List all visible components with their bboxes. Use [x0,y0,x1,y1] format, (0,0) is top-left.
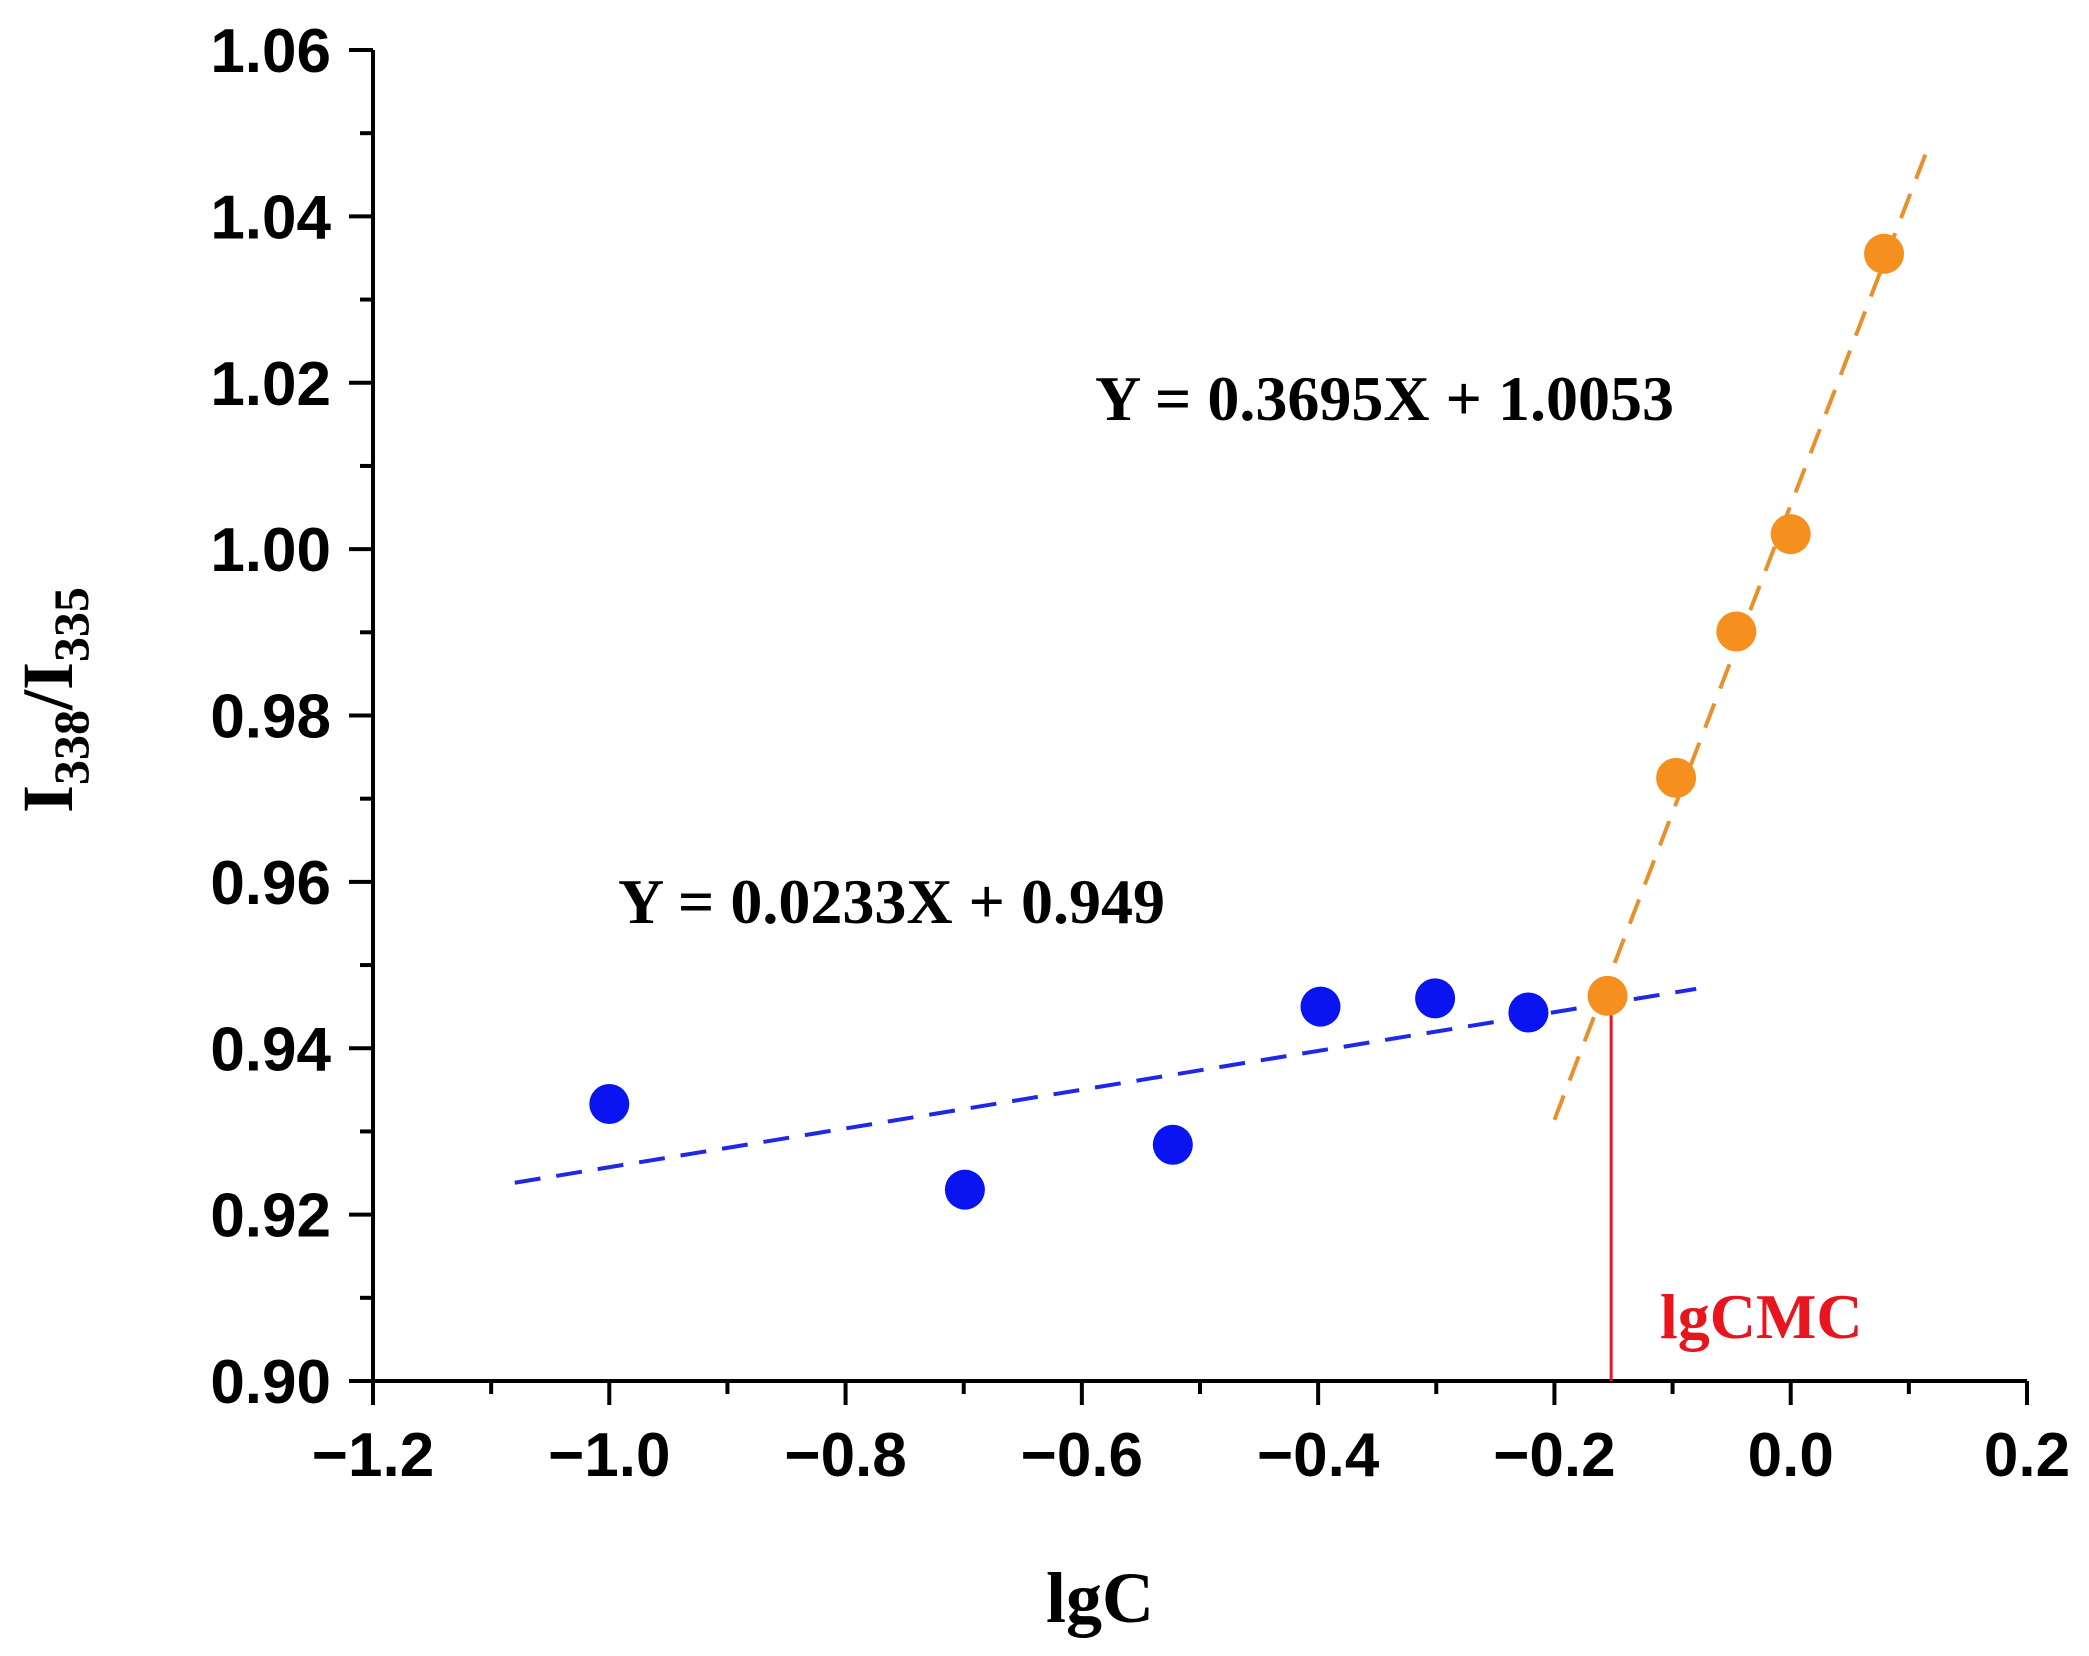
y-tick-label: 1.02 [210,350,331,419]
x-tick-label: −0.6 [1021,1421,1143,1490]
data-point-blue [1508,992,1549,1033]
fit-equation-high: Y = 0.3695X + 1.0053 [1095,363,1674,434]
y-axis-title-base2: I [8,662,88,690]
y-tick-label: 0.94 [210,1015,331,1084]
data-point-blue [1152,1124,1193,1165]
data-point-blue [1415,978,1456,1019]
y-axis-title: I338/I335 [8,587,99,813]
x-tick-label: −1.0 [548,1421,670,1490]
y-axis-title-base1: I [8,785,88,813]
y-tick-label: 0.98 [210,683,331,752]
x-tick-label: −0.8 [784,1421,906,1490]
y-axis-title-sub2: 335 [43,587,99,662]
y-tick-label: 1.06 [210,17,331,86]
data-point-orange [1864,233,1905,274]
y-tick-label: 0.90 [210,1348,331,1417]
y-tick-label: 0.96 [210,849,331,918]
x-ticks: −1.2 −1.0 −0.8 −0.6 −0.4 −0.2 0.0 0.2 [312,1381,2070,1490]
fit-lines [514,153,1928,1185]
data-point-blue [1300,986,1341,1027]
x-axis-title: lgC [1046,1558,1154,1638]
y-ticks: 0.90 0.92 0.94 0.96 0.98 1.00 1.02 1.04 1.06 [210,17,373,1417]
cmc-label: lgCMC [1660,1281,1863,1352]
x-tick-label: −0.2 [1493,1421,1615,1490]
y-axis-title-sep: / [8,689,88,711]
fit-equation-low: Y = 0.0233X + 0.949 [618,866,1165,937]
y-tick-label: 1.04 [210,183,331,252]
data-point-orange [1770,514,1811,555]
y-tick-label: 0.92 [210,1182,331,1251]
data-point-orange [1716,611,1757,652]
x-tick-label: −1.2 [312,1421,434,1490]
fit-equations: Y = 0.3695X + 1.0053 Y = 0.0233X + 0.949 [618,363,1674,937]
data-point-orange [1587,975,1628,1016]
x-tick-label: 0.2 [1984,1421,2070,1490]
data-points [589,233,1905,1210]
data-point-blue [944,1169,985,1210]
y-tick-label: 1.00 [210,516,331,585]
x-tick-label: −0.4 [1257,1421,1380,1490]
x-tick-label: 0.0 [1748,1421,1834,1490]
data-point-orange [1656,757,1697,798]
axes [371,50,2027,1383]
y-axis-title-sub1: 338 [43,710,99,785]
fit-line-low [514,986,1697,1185]
data-point-blue [589,1083,630,1124]
